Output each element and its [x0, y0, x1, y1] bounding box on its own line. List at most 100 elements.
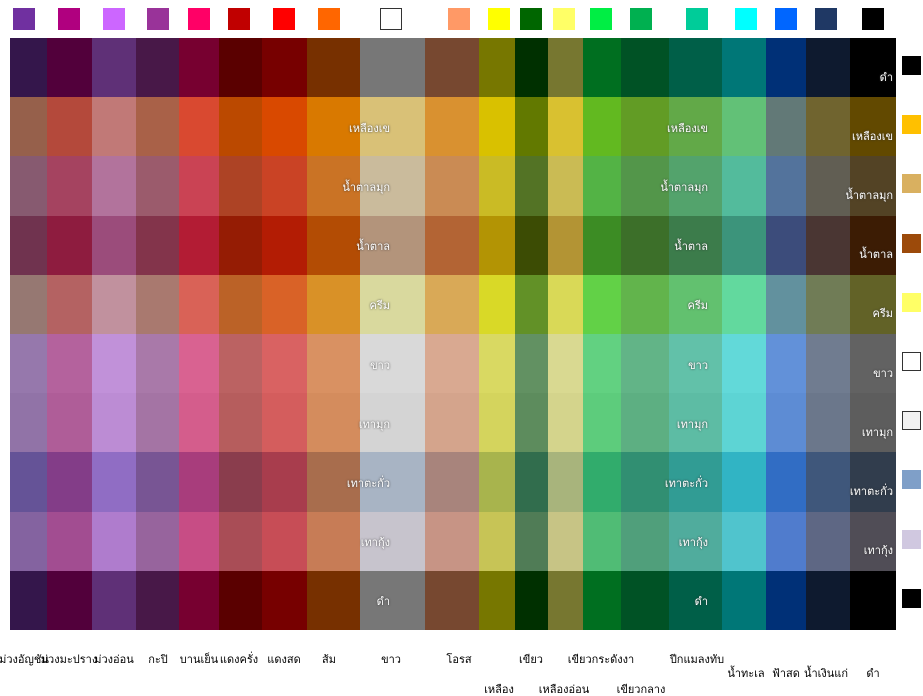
color-swatch	[862, 8, 884, 30]
column-label: แดงครั่ง	[219, 653, 259, 666]
fabric-cell	[669, 274, 722, 335]
fabric-cell	[261, 393, 307, 453]
fabric-cell	[479, 570, 516, 631]
color-swatch	[488, 8, 510, 30]
fabric-cell	[178, 570, 220, 631]
row-label: เหลืองเข	[666, 121, 708, 135]
row-label: เหลืองเข	[851, 129, 893, 143]
row-label: น้ำตาลมุก	[845, 189, 893, 202]
fabric-cell	[582, 452, 622, 513]
fabric-cell	[10, 156, 47, 217]
fabric-cell	[46, 156, 92, 217]
color-swatch	[775, 8, 797, 30]
column-label: ม่วงอ่อน	[94, 653, 134, 666]
fabric-cell	[669, 393, 722, 453]
fabric-cell	[306, 38, 361, 98]
fabric-cell	[136, 274, 179, 335]
fabric-cell	[360, 38, 426, 98]
fabric-cell	[219, 570, 262, 631]
fabric-cell	[136, 511, 179, 572]
fabric-cell	[178, 97, 220, 157]
fabric-cell	[669, 334, 722, 394]
fabric-cell	[479, 274, 516, 335]
fabric-cell	[425, 511, 480, 572]
row-label: ครีม	[369, 299, 390, 313]
fabric-cell	[219, 393, 262, 453]
fabric-cell	[849, 393, 896, 453]
column-label: ส้ม	[322, 653, 336, 666]
column-label: ฟ้าสด	[772, 667, 800, 680]
fabric-cell	[91, 334, 137, 394]
fabric-cell	[669, 97, 722, 157]
row-swatch	[902, 470, 921, 490]
fabric-cell	[547, 393, 583, 453]
fabric-cell	[515, 452, 548, 513]
fabric-cell	[721, 215, 767, 276]
fabric-cell	[178, 511, 220, 572]
color-swatch	[380, 8, 402, 30]
color-swatch	[686, 8, 708, 30]
fabric-cell	[479, 334, 516, 394]
fabric-cell	[806, 215, 850, 276]
fabric-cell	[547, 97, 583, 157]
fabric-cell	[219, 334, 262, 394]
fabric-cell	[46, 570, 92, 631]
fabric-cell	[91, 274, 137, 335]
fabric-cell	[91, 97, 137, 157]
fabric-cell	[46, 274, 92, 335]
column-label: น้ำเงินแก่	[803, 667, 849, 680]
fabric-cell	[515, 38, 548, 98]
column-label: เขียวกระดังงา	[567, 653, 635, 666]
row-swatch	[902, 588, 921, 608]
fabric-cell	[479, 452, 516, 513]
fabric-cell	[261, 511, 307, 572]
fabric-cell	[721, 570, 767, 631]
fabric-cell	[136, 156, 179, 217]
row-label: เทากุ้ง	[863, 544, 893, 558]
row-swatch	[902, 411, 921, 431]
fabric-cell	[136, 393, 179, 453]
row-label: น้ำตาล	[674, 240, 708, 254]
row-label: น้ำตาล	[859, 248, 893, 262]
fabric-cell	[10, 570, 47, 631]
row-label: เทาตะกั่ว	[346, 477, 390, 490]
fabric-cell	[621, 334, 670, 394]
color-swatch	[448, 8, 470, 30]
fabric-cell	[219, 156, 262, 217]
fabric-cell	[806, 511, 850, 572]
fabric-cell	[766, 511, 807, 572]
fabric-cell	[806, 334, 850, 394]
fabric-cell	[306, 274, 361, 335]
column-label: เขียว	[519, 653, 543, 666]
fabric-cell	[425, 393, 480, 453]
fabric-cell	[721, 274, 767, 335]
fabric-cell	[849, 511, 896, 572]
row-label: ดำ	[879, 70, 893, 84]
fabric-cell	[219, 38, 262, 98]
fabric-cell	[479, 511, 516, 572]
row-label: เหลืองเข	[348, 121, 390, 135]
fabric-cell	[582, 393, 622, 453]
fabric-cell	[479, 215, 516, 276]
row-label: ขาว	[688, 358, 708, 372]
fabric-cell	[46, 97, 92, 157]
fabric-cell	[766, 393, 807, 453]
fabric-cell	[582, 274, 622, 335]
column-label: โอรส	[446, 653, 472, 666]
fabric-cell	[360, 452, 426, 513]
fabric-cell	[547, 511, 583, 572]
row-label: เทากุ้ง	[360, 536, 390, 550]
fabric-cell	[360, 393, 426, 453]
fabric-cell	[766, 274, 807, 335]
fabric-cell	[91, 511, 137, 572]
fabric-cell	[547, 570, 583, 631]
color-swatch	[273, 8, 295, 30]
fabric-cell	[178, 156, 220, 217]
fabric-cell	[425, 570, 480, 631]
fabric-cell	[479, 393, 516, 453]
fabric-cell	[136, 215, 179, 276]
row-label: เทากุ้ง	[678, 536, 708, 550]
row-label: เทามุก	[358, 417, 390, 431]
fabric-cell	[669, 511, 722, 572]
fabric-cell	[261, 38, 307, 98]
